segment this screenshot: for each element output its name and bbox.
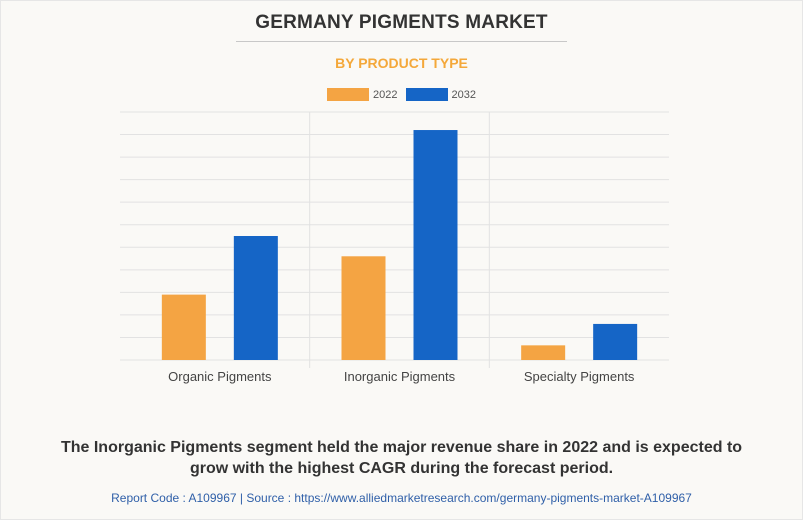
legend-label-2032: 2032	[451, 88, 476, 101]
caption-line-1: The Inorganic Pigments segment held the …	[60, 439, 743, 456]
source-footer[interactable]: Report Code : A109967 | Source : https:/…	[111, 491, 692, 505]
bar-2032-1	[413, 130, 458, 360]
x-tick-label: Inorganic Pigments	[344, 369, 456, 384]
x-tick-label: Organic Pigments	[168, 369, 272, 384]
legend-label-2022: 2022	[373, 88, 398, 101]
x-tick-label: Specialty Pigments	[524, 369, 635, 384]
bar-2022-2	[521, 345, 566, 360]
chart-subtitle: BY PRODUCT TYPE	[335, 55, 468, 71]
bar-chart: Organic Pigments Inorganic Pigments Specia…	[120, 111, 669, 384]
chart-caption: The Inorganic Pigments segment held the …	[0, 437, 803, 479]
legend-item-2022[interactable]: 2022	[327, 88, 398, 101]
bar-2032-0	[233, 236, 278, 360]
legend-swatch-2032	[405, 88, 448, 101]
chart-legend: 2022 2032	[0, 88, 803, 101]
legend-item-2032[interactable]: 2032	[405, 88, 476, 101]
caption-line-2: grow with the highest CAGR during the fo…	[189, 460, 614, 477]
legend-swatch-2022	[327, 88, 370, 101]
chart-title: GERMANY PIGMENTS MARKET	[255, 12, 548, 33]
title-divider	[236, 41, 567, 42]
bar-2022-1	[341, 256, 386, 360]
bar-2032-2	[593, 323, 638, 360]
bar-2022-0	[161, 294, 206, 360]
